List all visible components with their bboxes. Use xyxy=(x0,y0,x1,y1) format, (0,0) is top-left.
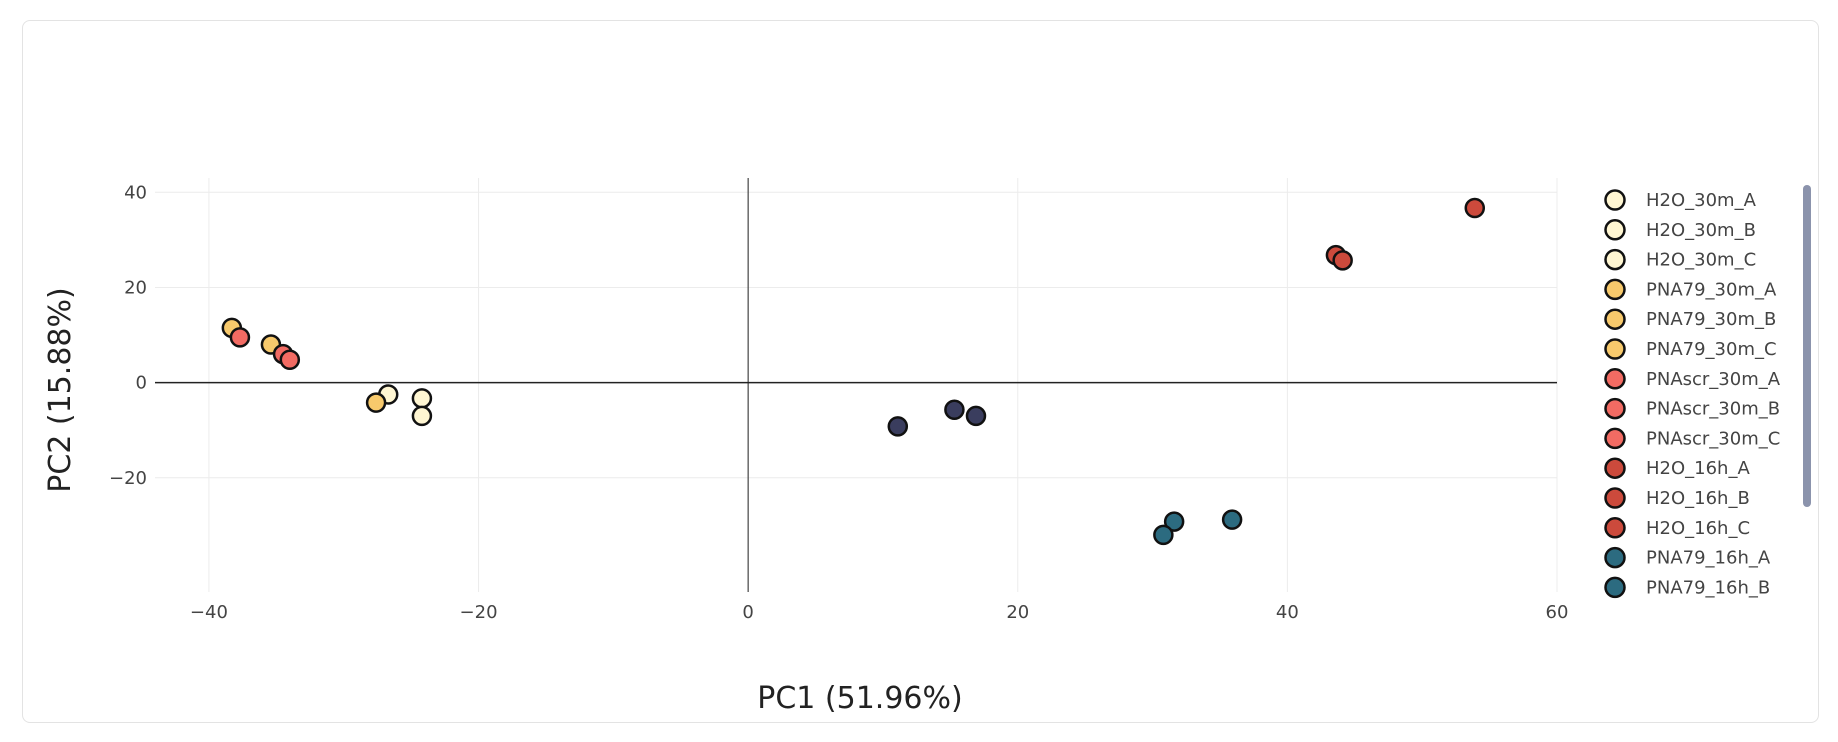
legend-marker xyxy=(1604,308,1626,330)
legend-marker xyxy=(1604,248,1626,271)
data-point[interactable] xyxy=(411,405,433,427)
legend-item[interactable]: H2O_16h_B xyxy=(1604,487,1750,509)
data-point[interactable] xyxy=(1163,511,1185,532)
legend-label: H2O_30m_A xyxy=(1646,190,1757,211)
x-tick-label: −40 xyxy=(190,602,228,623)
legend-label: PNA79_16h_B xyxy=(1646,577,1770,598)
data-point[interactable] xyxy=(279,349,301,371)
legend-label: H2O_30m_B xyxy=(1646,220,1756,241)
legend-label: PNA79_30m_B xyxy=(1646,309,1776,330)
legend-item[interactable]: PNA79_16h_A xyxy=(1604,546,1771,569)
y-axis-label: PC2 (15.88%) xyxy=(43,287,78,492)
zero-lines xyxy=(155,178,1557,592)
legend-marker xyxy=(1604,189,1626,211)
y-tick-label: −20 xyxy=(109,468,147,489)
legend[interactable]: H2O_30m_A H2O_30m_B H2O_30m_C PNA79_30m_A PN… xyxy=(1604,189,1781,599)
x-tick-label: 0 xyxy=(742,602,753,623)
legend-label: H2O_16h_B xyxy=(1646,488,1750,509)
legend-item[interactable]: PNAscr_30m_C xyxy=(1604,427,1781,450)
data-point[interactable] xyxy=(411,388,433,409)
y-tick-label: 0 xyxy=(136,373,147,394)
legend-marker xyxy=(1604,546,1626,569)
legend-label: PNA79_30m_C xyxy=(1646,339,1777,360)
legend-item[interactable]: H2O_30m_B xyxy=(1604,219,1756,241)
data-point[interactable] xyxy=(229,327,251,348)
x-tick-label: −20 xyxy=(460,602,498,623)
data-points[interactable] xyxy=(221,197,1486,546)
legend-marker xyxy=(1604,338,1626,360)
legend-scrollbar[interactable] xyxy=(1803,185,1811,507)
legend-item[interactable]: PNA79_16h_B xyxy=(1604,576,1771,599)
chart-card xyxy=(22,20,1819,723)
legend-item[interactable]: PNAscr_30m_B xyxy=(1604,397,1781,420)
legend-item[interactable]: H2O_30m_C xyxy=(1604,248,1757,271)
legend-label: PNAscr_30m_C xyxy=(1646,428,1780,449)
data-point[interactable] xyxy=(1332,250,1353,271)
y-tick-label: 20 xyxy=(124,277,147,298)
legend-label: PNA79_30m_A xyxy=(1646,279,1777,300)
x-tick-label: 60 xyxy=(1546,602,1569,623)
y-axis-ticks: −20 0 20 40 xyxy=(109,182,147,489)
data-point[interactable] xyxy=(1221,509,1243,530)
legend-label: PNA79_16h_A xyxy=(1646,548,1771,569)
legend-marker xyxy=(1604,487,1626,509)
x-tick-label: 20 xyxy=(1006,602,1029,623)
data-point[interactable] xyxy=(944,399,965,420)
data-point[interactable] xyxy=(1464,197,1486,219)
legend-marker xyxy=(1604,278,1626,301)
data-point[interactable] xyxy=(1153,524,1174,546)
legend-marker xyxy=(1604,457,1626,479)
legend-item[interactable]: PNA79_30m_A xyxy=(1604,278,1777,301)
legend-marker xyxy=(1604,397,1626,420)
data-point[interactable] xyxy=(965,405,987,427)
x-axis-label: PC1 (51.96%) xyxy=(757,681,962,716)
legend-marker xyxy=(1604,219,1626,241)
legend-label: PNAscr_30m_A xyxy=(1646,369,1781,390)
legend-marker xyxy=(1604,368,1626,390)
legend-item[interactable]: H2O_16h_A xyxy=(1604,457,1751,479)
data-point[interactable] xyxy=(365,392,387,413)
legend-item[interactable]: PNA79_30m_C xyxy=(1604,338,1777,360)
legend-marker xyxy=(1604,517,1626,539)
x-axis-ticks: −40 −20 0 20 40 60 xyxy=(190,602,1569,623)
grid-lines xyxy=(155,178,1558,592)
legend-item[interactable]: PNAscr_30m_A xyxy=(1604,368,1781,390)
legend-item[interactable]: PNA79_30m_B xyxy=(1604,308,1777,330)
legend-marker xyxy=(1604,427,1626,450)
legend-item[interactable]: H2O_16h_C xyxy=(1604,517,1751,539)
legend-label: H2O_30m_C xyxy=(1646,250,1756,271)
data-point[interactable] xyxy=(887,416,909,437)
legend-label: PNAscr_30m_B xyxy=(1646,399,1780,420)
legend-item[interactable]: H2O_30m_A xyxy=(1604,189,1757,211)
legend-label: H2O_16h_A xyxy=(1646,458,1750,479)
x-tick-label: 40 xyxy=(1276,602,1299,623)
legend-marker xyxy=(1604,576,1626,599)
y-tick-label: 40 xyxy=(124,182,147,203)
legend-label: H2O_16h_C xyxy=(1646,518,1750,539)
